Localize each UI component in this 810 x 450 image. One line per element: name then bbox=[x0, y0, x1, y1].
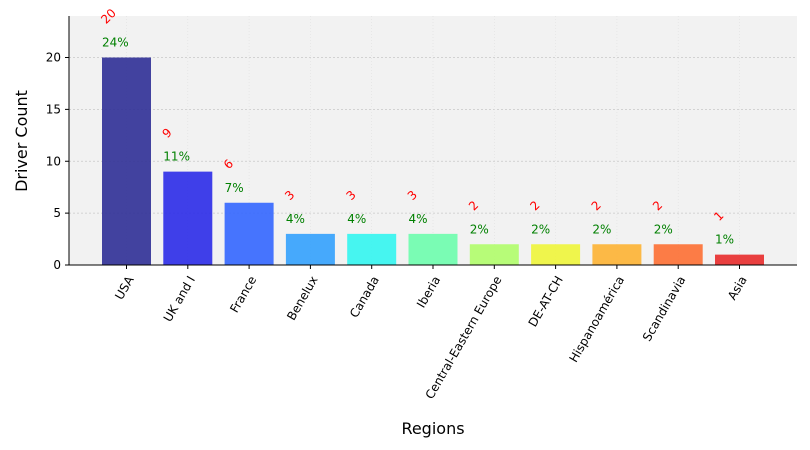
x-tick-label: UK and I bbox=[161, 274, 198, 325]
bar bbox=[531, 244, 581, 265]
bar bbox=[653, 244, 703, 265]
y-tick-label: 15 bbox=[46, 102, 61, 116]
x-tick-label: DE-AT-CH bbox=[526, 274, 566, 330]
x-tick-label: Canada bbox=[347, 274, 382, 321]
x-tick-label: Asia bbox=[725, 274, 750, 303]
percent-label: 4% bbox=[347, 212, 366, 226]
y-tick-label: 5 bbox=[53, 206, 61, 220]
bar bbox=[408, 233, 458, 265]
percent-label: 2% bbox=[531, 222, 550, 236]
bars bbox=[102, 57, 764, 265]
percent-label: 2% bbox=[654, 222, 673, 236]
x-tick-label: Hispanoamérica bbox=[566, 274, 627, 365]
percent-label: 4% bbox=[286, 212, 305, 226]
bar bbox=[224, 202, 274, 265]
bar bbox=[715, 254, 764, 265]
x-tick-label: Scandinavia bbox=[640, 274, 689, 344]
x-axis-title: Regions bbox=[401, 419, 464, 438]
percent-label: 7% bbox=[225, 181, 244, 195]
bar bbox=[285, 233, 335, 265]
y-tick-label: 0 bbox=[53, 258, 61, 272]
bar bbox=[347, 233, 397, 265]
y-tick-label: 10 bbox=[46, 154, 61, 168]
percent-label: 2% bbox=[470, 222, 489, 236]
x-ticks: USA UK and I France Benelux Canada IberiaCent… bbox=[112, 265, 750, 402]
y-ticks: 0 5 10 15 20 bbox=[46, 51, 69, 272]
percent-label: 4% bbox=[409, 212, 428, 226]
x-tick-label: USA bbox=[112, 273, 137, 302]
y-tick-label: 20 bbox=[46, 51, 61, 65]
percent-label: 2% bbox=[592, 222, 611, 236]
bar bbox=[592, 244, 642, 265]
bar bbox=[469, 244, 519, 265]
percent-label: 11% bbox=[163, 150, 190, 164]
bar bbox=[163, 171, 213, 265]
percent-label: 1% bbox=[715, 233, 734, 247]
y-axis-title: Driver Count bbox=[12, 90, 31, 192]
percent-label: 24% bbox=[102, 36, 129, 50]
x-tick-label: France bbox=[227, 274, 259, 316]
x-tick-label: Iberia bbox=[414, 274, 443, 311]
bar bbox=[102, 57, 151, 265]
x-tick-label: Benelux bbox=[284, 274, 320, 323]
